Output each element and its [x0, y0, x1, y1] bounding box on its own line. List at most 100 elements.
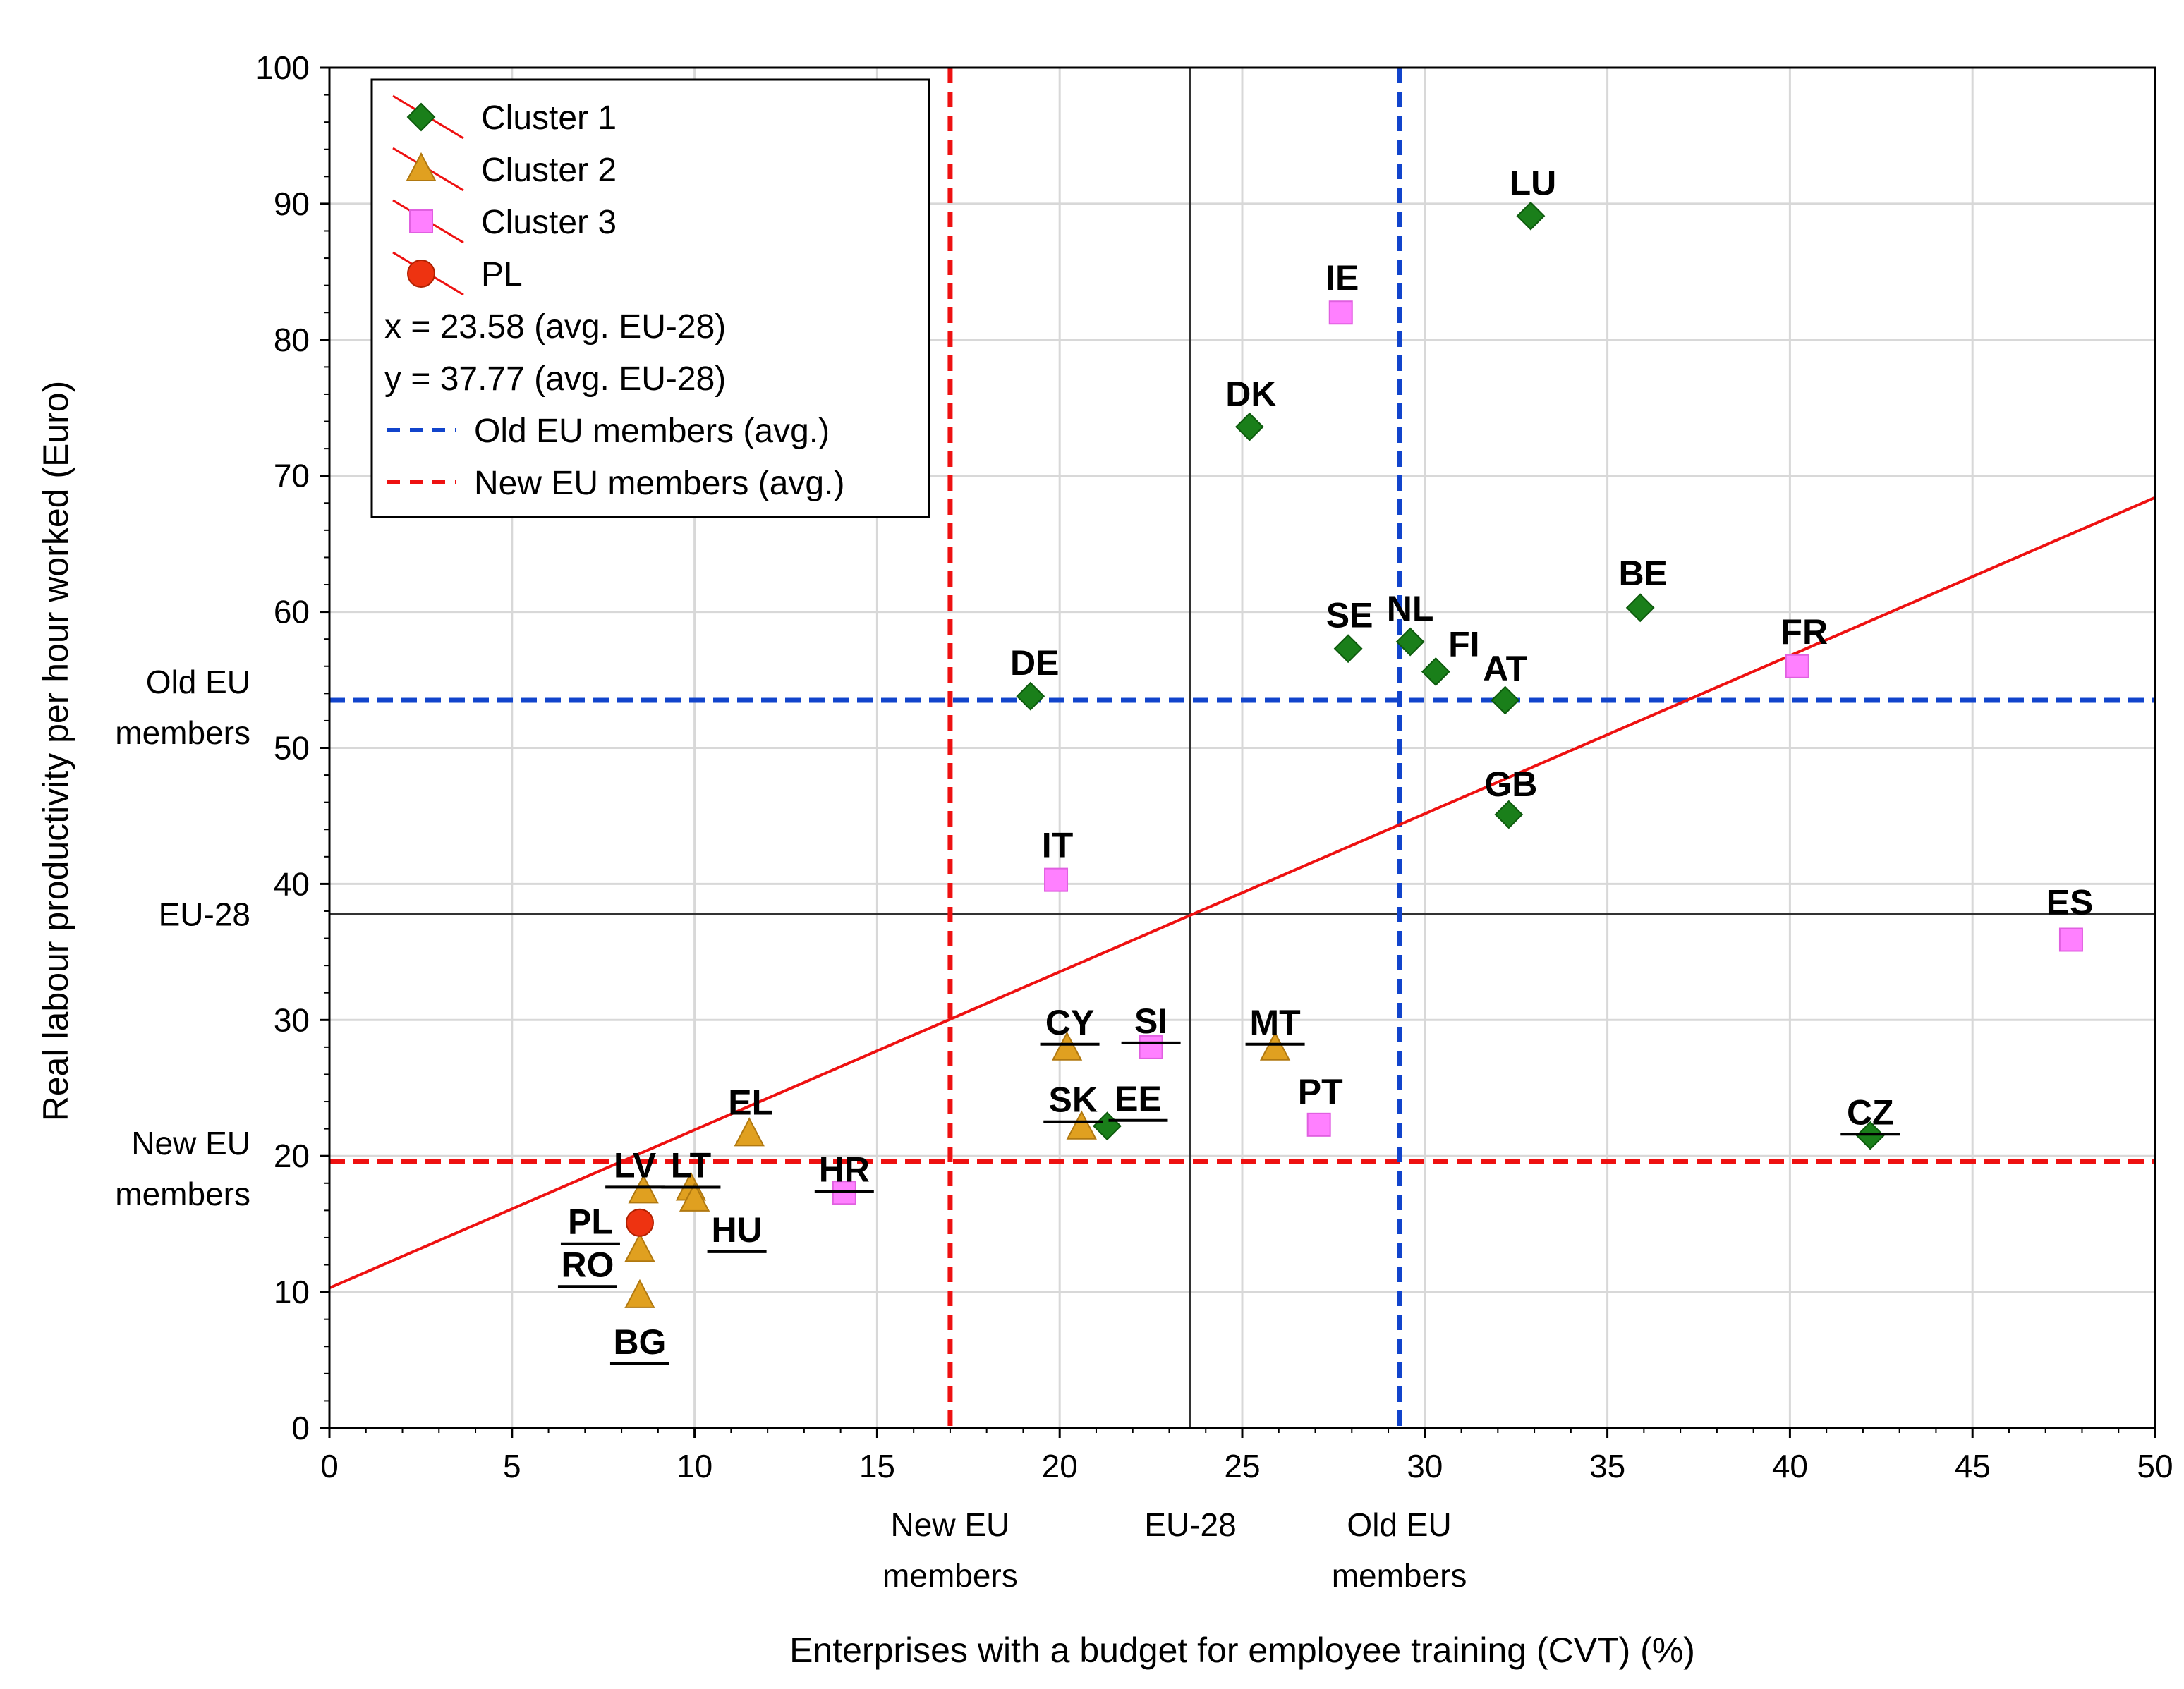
legend-marker-cluster1: [406, 102, 436, 132]
legend-label-pl: PL: [481, 256, 523, 293]
point-label-si: SI: [1134, 1001, 1167, 1041]
legend-label-cluster1: Cluster 1: [481, 99, 617, 137]
point-label-ee: EE: [1115, 1079, 1162, 1118]
x-ref-label-eu28: EU-28: [1144, 1506, 1236, 1543]
legend-marker-pl: [407, 260, 435, 288]
data-points: [624, 201, 2083, 1308]
point-label-be: BE: [1618, 554, 1667, 593]
legend-label-y_avg: y = 37.77 (avg. EU-28): [384, 360, 726, 398]
y-ref-label-new-eu-line: members: [115, 1176, 250, 1212]
point-label-it: IT: [1042, 826, 1073, 865]
point-ro: [624, 1233, 655, 1262]
point-gb: [1494, 800, 1524, 829]
point-se: [1333, 634, 1363, 664]
point-label-at: AT: [1483, 649, 1527, 688]
point-fr: [1785, 654, 1809, 678]
point-label-dk: DK: [1225, 374, 1276, 413]
legend-label-cluster3: Cluster 3: [481, 204, 617, 241]
y-tick-label: 60: [274, 594, 310, 630]
point-label-hr: HR: [819, 1150, 870, 1189]
point-label-cz: CZ: [1847, 1092, 1894, 1132]
point-be: [1625, 593, 1655, 623]
point-label-nl: NL: [1387, 589, 1434, 628]
trendline: [329, 496, 2156, 1290]
legend: Cluster 1 Cluster 2 Cluster 3 PL x = 23.58 (…: [370, 78, 930, 518]
x-ref-label-old-eu-line: members: [1332, 1557, 1467, 1594]
y-ref-label-eu28-line: EU-28: [159, 896, 250, 932]
y-axis-title: Real labour productivity per hour worked…: [36, 381, 75, 1122]
point-bg: [624, 1279, 655, 1308]
legend-label-x_avg: x = 23.58 (avg. EU-28): [384, 308, 726, 346]
y-tick-label: 0: [291, 1410, 310, 1446]
x-tick-label: 20: [1042, 1448, 1078, 1484]
point-it: [1044, 867, 1069, 892]
point-es: [2058, 927, 2083, 952]
point-label-fr: FR: [1780, 612, 1828, 652]
y-tick-label: 100: [255, 49, 310, 86]
point-cy: [1051, 1031, 1083, 1061]
y-tick-label: 90: [274, 185, 310, 222]
point-label-lu: LU: [1510, 163, 1557, 202]
point-label-bg: BG: [613, 1322, 666, 1362]
point-ie: [1328, 300, 1353, 325]
point-label-lt: LT: [671, 1145, 711, 1185]
legend-marker-cluster3: [409, 209, 433, 233]
y-ref-label-old-eu-line: members: [115, 714, 250, 751]
x-ref-label-new-eu-line: New EU: [891, 1506, 1010, 1543]
point-label-hu: HU: [711, 1210, 762, 1250]
x-ref-label-new-eu-line: members: [882, 1557, 1018, 1594]
y-ref-label-eu28: EU-28: [159, 896, 250, 932]
point-label-cy: CY: [1045, 1003, 1094, 1042]
point-fi: [1421, 657, 1450, 686]
y-tick-label: 40: [274, 865, 310, 902]
y-tick-label: 80: [274, 322, 310, 358]
y-ref-label-new-eu: New EU members: [115, 1125, 250, 1212]
legend-label-old_eu: Old EU members (avg.): [474, 413, 830, 450]
point-sk: [1066, 1110, 1097, 1140]
x-tick-label: 35: [1589, 1448, 1625, 1484]
y-tick-label: 20: [274, 1138, 310, 1174]
point-label-se: SE: [1326, 596, 1373, 635]
point-lv: [628, 1174, 659, 1204]
legend-box: [370, 78, 930, 518]
y-tick-label: 30: [274, 1001, 310, 1038]
point-label-gb: GB: [1484, 764, 1537, 804]
axes: 0 5 10 15 20 25 30 35 40 45 50 0 10 20 30 40 50 60 70 80 90 1…: [115, 49, 2173, 1594]
point-el: [734, 1117, 765, 1147]
x-tick-label: 0: [320, 1448, 339, 1484]
x-tick-label: 5: [503, 1448, 521, 1484]
point-label-el: EL: [728, 1083, 773, 1122]
x-ref-label-old-eu-line: Old EU: [1347, 1506, 1451, 1543]
point-dk: [1234, 412, 1264, 441]
point-nl: [1395, 627, 1425, 657]
point-at: [1491, 685, 1520, 715]
x-tick-label: 40: [1772, 1448, 1808, 1484]
x-ref-label-old-eu: Old EU members: [1332, 1506, 1467, 1594]
x-ref-label-eu28-line: EU-28: [1144, 1506, 1236, 1543]
point-label-pl: PL: [568, 1202, 613, 1242]
reference-lines: [329, 68, 2155, 1428]
point-label-es: ES: [2046, 882, 2094, 922]
x-tick-label: 50: [2137, 1448, 2173, 1484]
point-label-pt: PT: [1298, 1072, 1343, 1111]
point-label-ro: RO: [561, 1245, 614, 1284]
legend-marker-cluster2: [406, 152, 437, 181]
x-axis-title: Enterprises with a budget for employee t…: [789, 1630, 1695, 1670]
y-tick-label: 50: [274, 730, 310, 767]
point-de: [1016, 681, 1045, 711]
point-hu: [679, 1182, 710, 1212]
point-label-sk: SK: [1049, 1080, 1098, 1120]
trendline-group: [329, 496, 2156, 1290]
y-tick-label: 10: [274, 1274, 310, 1310]
legend-label-new_eu: New EU members (avg.): [474, 465, 844, 502]
point-label-lv: LV: [614, 1145, 657, 1185]
x-tick-label: 45: [1955, 1448, 1991, 1484]
point-label-ie: IE: [1325, 258, 1359, 298]
y-ref-label-old-eu: Old EU members: [115, 664, 250, 751]
legend-label-cluster2: Cluster 2: [481, 152, 617, 189]
point-label-de: DE: [1010, 643, 1059, 683]
x-tick-label: 15: [859, 1448, 895, 1484]
point-mt: [1259, 1031, 1291, 1061]
